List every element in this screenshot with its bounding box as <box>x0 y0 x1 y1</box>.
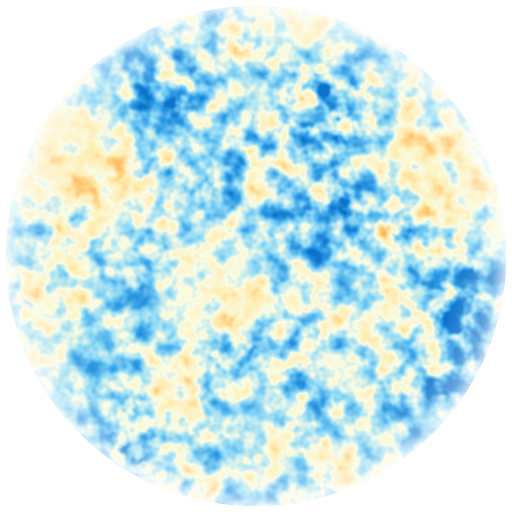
limb-shading <box>6 6 506 506</box>
